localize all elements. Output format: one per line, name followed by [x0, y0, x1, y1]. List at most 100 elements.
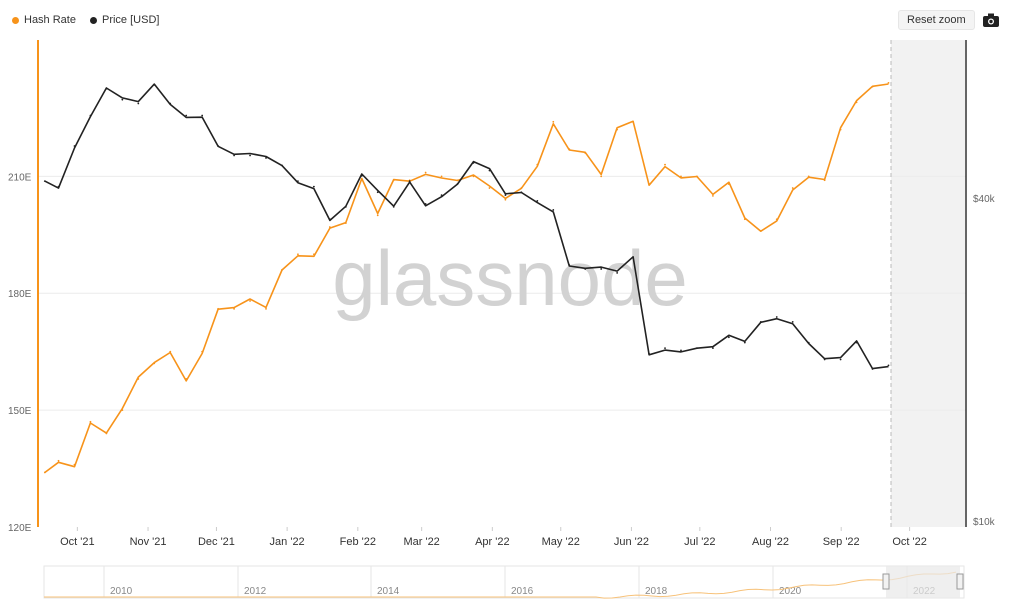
point-price-usd-26 — [456, 182, 459, 185]
x-tick-apr-22: Apr '22 — [475, 536, 510, 548]
point-hash-rate-53 — [887, 81, 890, 84]
nav-year-2010: 2010 — [110, 586, 133, 597]
point-price-usd-53 — [887, 364, 890, 367]
point-price-usd-24 — [424, 202, 427, 205]
point-price-usd-6 — [137, 102, 140, 105]
x-tick-aug-22: Aug '22 — [752, 536, 789, 548]
left-tick-150e: 150E — [8, 406, 32, 417]
camera-icon[interactable] — [983, 13, 999, 27]
left-tick-180e: 180E — [8, 289, 32, 300]
chart-gridlines — [38, 175, 966, 411]
point-price-usd-42 — [712, 347, 714, 350]
x-tick-oct-21: Oct '21 — [60, 536, 95, 548]
point-price-usd-38 — [648, 352, 650, 355]
point-price-usd-44 — [743, 341, 746, 344]
point-hash-rate-38 — [648, 183, 650, 186]
navigator-right-handle[interactable] — [956, 573, 964, 590]
point-hash-rate-17 — [312, 253, 315, 256]
x-tick-mar-22: Mar '22 — [403, 536, 439, 548]
nav-year-2014: 2014 — [377, 586, 400, 597]
point-price-usd-7 — [153, 83, 156, 86]
point-hash-rate-42 — [712, 194, 714, 197]
point-hash-rate-5 — [121, 409, 124, 412]
point-price-usd-0 — [43, 180, 46, 183]
point-hash-rate-6 — [137, 378, 140, 380]
chart-legend: Hash Rate Price [USD] — [12, 14, 159, 26]
navigator-left-handle[interactable] — [882, 573, 890, 590]
point-price-usd-51 — [855, 341, 858, 344]
point-hash-rate-3 — [89, 420, 92, 423]
x-tick-dec-21: Dec '21 — [198, 536, 235, 548]
point-hash-rate-39 — [664, 163, 666, 166]
point-hash-rate-28 — [488, 187, 491, 189]
point-price-usd-12 — [233, 154, 235, 157]
point-price-usd-18 — [328, 218, 331, 221]
point-price-usd-21 — [376, 191, 379, 194]
x-tick-oct-22: Oct '22 — [892, 536, 927, 548]
navigator-selection[interactable] — [886, 566, 960, 598]
point-hash-rate-18 — [328, 226, 331, 228]
navigator[interactable]: 2010 2012 2014 2016 2018 2020 2022 — [43, 565, 965, 599]
x-tick-nov-21: Nov '21 — [130, 536, 167, 548]
point-hash-rate-1 — [57, 459, 60, 462]
point-hash-rate-40 — [680, 175, 682, 178]
point-price-usd-15 — [281, 164, 283, 167]
point-hash-rate-35 — [600, 175, 603, 178]
point-hash-rate-36 — [616, 128, 619, 131]
point-price-usd-13 — [249, 154, 251, 157]
x-tick-jun-22: Jun '22 — [614, 536, 649, 548]
point-price-usd-52 — [871, 368, 874, 370]
x-tick-sep-22: Sep '22 — [823, 536, 860, 548]
point-hash-rate-47 — [791, 187, 794, 189]
point-price-usd-5 — [121, 98, 124, 101]
point-price-usd-22 — [392, 206, 395, 208]
point-price-usd-4 — [105, 87, 108, 90]
nav-year-2016: 2016 — [511, 586, 534, 597]
point-price-usd-10 — [201, 114, 204, 117]
series-layer — [43, 81, 890, 474]
legend-item-price[interactable]: Price [USD] — [89, 14, 159, 26]
x-tick-jul-22: Jul '22 — [684, 536, 715, 548]
point-hash-rate-31 — [536, 163, 539, 166]
x-tick-jan-22: Jan '22 — [270, 536, 305, 548]
point-price-usd-45 — [759, 321, 762, 323]
point-hash-rate-26 — [456, 179, 459, 182]
point-hash-rate-30 — [520, 187, 523, 189]
nav-year-2022: 2022 — [913, 586, 936, 597]
point-hash-rate-41 — [696, 175, 698, 178]
point-price-usd-40 — [680, 349, 682, 352]
nav-year-2012: 2012 — [244, 586, 267, 597]
point-price-usd-17 — [312, 185, 315, 188]
point-hash-rate-49 — [823, 179, 826, 182]
left-axis-labels: 120E 150E 180E 210E — [8, 172, 32, 534]
point-price-usd-50 — [839, 358, 842, 361]
series-line-price-usd — [44, 83, 889, 370]
point-hash-rate-4 — [105, 432, 108, 435]
zoom-selected-region — [891, 40, 965, 527]
point-price-usd-30 — [520, 191, 523, 194]
point-price-usd-37 — [632, 256, 635, 259]
point-hash-rate-45 — [759, 230, 762, 232]
navigator-year-labels: 2010 2012 2014 2016 2018 2020 2022 — [103, 566, 936, 598]
point-price-usd-19 — [344, 206, 347, 208]
legend-label-hash-rate: Hash Rate — [24, 14, 76, 26]
reset-zoom-button[interactable]: Reset zoom — [898, 10, 975, 30]
navigator-series-line — [44, 571, 957, 599]
legend-item-hash-rate[interactable]: Hash Rate — [12, 14, 76, 26]
point-price-usd-49 — [823, 358, 826, 361]
x-axis-labels: Oct '21 Nov '21 Dec '21 Jan '22 Feb '22 Mar '… — [60, 527, 927, 548]
nav-year-2018: 2018 — [645, 586, 668, 597]
point-price-usd-11 — [217, 145, 220, 147]
price-dot-icon — [89, 16, 97, 24]
point-hash-rate-43 — [727, 183, 730, 186]
nav-year-2020: 2020 — [779, 586, 802, 597]
point-price-usd-1 — [57, 185, 60, 188]
point-hash-rate-10 — [201, 350, 204, 353]
x-tick-may-22: May '22 — [542, 536, 580, 548]
point-price-usd-28 — [488, 169, 491, 172]
point-price-usd-3 — [89, 114, 92, 117]
point-price-usd-36 — [616, 272, 619, 274]
point-hash-rate-13 — [249, 300, 251, 302]
point-price-usd-23 — [408, 180, 411, 183]
navigator-track — [43, 565, 965, 599]
